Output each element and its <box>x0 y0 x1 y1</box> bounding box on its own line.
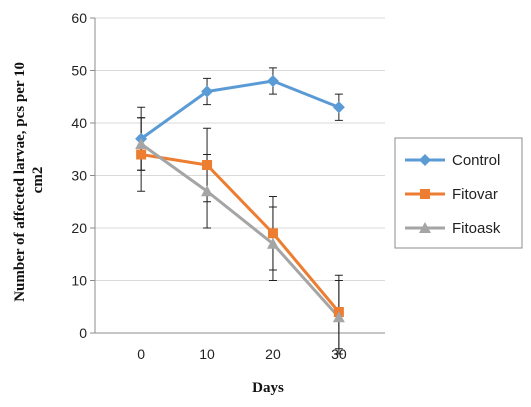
series-line-fitoask <box>140 142 340 319</box>
marker-fitovar <box>267 228 278 239</box>
gridlines <box>95 17 385 281</box>
legend-marker-fitovar <box>420 189 430 199</box>
marker-fitoask <box>266 237 279 249</box>
series-lines <box>140 79 341 319</box>
y-tick-label: 0 <box>79 325 87 341</box>
error-bars <box>137 67 343 355</box>
series-markers <box>135 75 345 323</box>
marker-fitoask <box>201 185 214 197</box>
marker-control <box>332 101 345 114</box>
y-tick-labels: 0 10 20 30 40 50 60 <box>71 10 87 341</box>
marker-fitoask <box>332 311 345 323</box>
y-tick-label: 60 <box>71 10 87 26</box>
series-line-fitovar <box>140 153 341 313</box>
y-tick-label: 20 <box>71 220 87 236</box>
x-tick-label: 20 <box>265 346 281 362</box>
marker-fitoask <box>135 138 148 149</box>
marker-control <box>266 75 279 87</box>
legend-label-fitovar: Fitovar <box>452 186 498 203</box>
marker-fitovar <box>136 149 147 160</box>
legend-label-fitoask: Fitoask <box>452 220 501 237</box>
y-tick-label: 50 <box>71 63 87 79</box>
x-tick-label: 0 <box>137 346 145 362</box>
marker-control <box>201 85 214 98</box>
y-axis-title-line-2: cm2 <box>30 167 46 194</box>
y-tick-label: 30 <box>71 168 87 184</box>
x-tick-label: 10 <box>199 346 215 362</box>
legend-label-control: Control <box>452 152 500 169</box>
y-tick-label: 40 <box>71 115 87 131</box>
y-axis-title-group: Number of affected larvae, pcs per 10 cm… <box>12 58 46 302</box>
axes <box>90 17 385 334</box>
legend-marker-control <box>419 154 431 166</box>
y-tick-label: 10 <box>71 273 87 289</box>
y-axis-title: Number of affected larvae, pcs per 10 cm… <box>12 58 46 302</box>
legend: Control Fitovar Fitoask <box>394 137 523 249</box>
y-axis-title-line-1: Number of affected larvae, pcs per 10 <box>12 62 28 302</box>
series-line-control <box>140 79 340 140</box>
marker-fitovar <box>202 160 213 170</box>
x-axis-title: Days <box>252 380 284 396</box>
legend-marker-fitoask <box>419 222 431 233</box>
